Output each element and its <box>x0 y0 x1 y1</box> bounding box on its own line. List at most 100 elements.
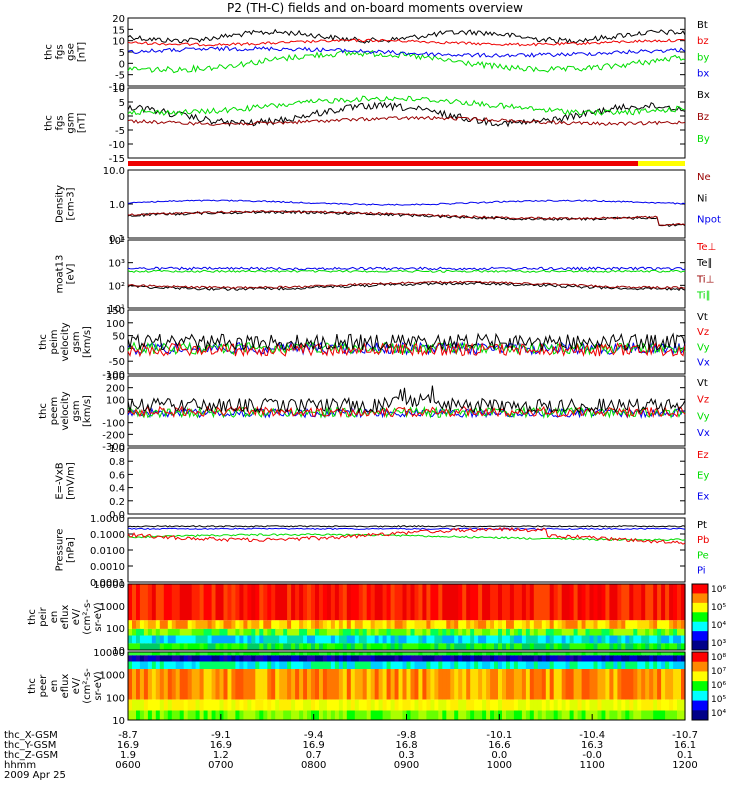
peir-spectrogram-pixel <box>155 643 161 650</box>
ytick-label-fgs_gse: 20 <box>112 14 125 25</box>
peer-spectrogram-pixel <box>330 661 336 669</box>
colorbar-swatch <box>692 640 708 651</box>
peir-spectrogram-pixel <box>187 635 193 644</box>
peir-spectrogram-pixel <box>338 635 344 644</box>
peer-spectrogram-pixel <box>605 710 610 720</box>
peir-spectrogram-pixel <box>295 628 300 636</box>
peer-spectrogram-pixel <box>426 661 431 669</box>
ylabel-peem_vel: peem <box>49 397 60 425</box>
peer-spectrogram-pixel <box>291 652 296 656</box>
peer-spectrogram-pixel <box>199 661 205 669</box>
peer-spectrogram-pixel <box>330 652 336 656</box>
peer-spectrogram-pixel <box>653 669 658 700</box>
peer-spectrogram-pixel <box>374 661 380 669</box>
peer-spectrogram-pixel <box>521 710 527 720</box>
peir-spectrogram-pixel <box>311 635 316 644</box>
peer-spectrogram-pixel <box>545 699 551 711</box>
peir-spectrogram-pixel <box>183 643 189 650</box>
peer-spectrogram-pixel <box>430 699 435 711</box>
peir-spectrogram-pixel <box>498 628 503 636</box>
peer-spectrogram-pixel <box>422 669 427 700</box>
peer-spectrogram-pixel <box>673 699 678 711</box>
peer-spectrogram-pixel <box>179 699 185 711</box>
peir-spectrogram-pixel <box>466 628 471 636</box>
peir-spectrogram-pixel <box>398 584 404 621</box>
peir-spectrogram-pixel <box>398 643 404 650</box>
peir-spectrogram-pixel <box>637 635 642 644</box>
peer-spectrogram-pixel <box>506 652 511 656</box>
peir-spectrogram-pixel <box>358 635 364 644</box>
peir-spectrogram-pixel <box>513 584 519 621</box>
peir-spectrogram-pixel <box>553 584 559 621</box>
legend-temp: Ti∥ <box>696 291 711 302</box>
peer-spectrogram-pixel <box>227 669 233 700</box>
peer-spectrogram-pixel <box>486 655 491 662</box>
peer-spectrogram-pixel <box>665 652 670 656</box>
peer-spectrogram-pixel <box>545 669 551 700</box>
peer-spectrogram-pixel <box>183 655 189 662</box>
peir-spectrogram-pixel <box>295 643 300 650</box>
peer-spectrogram-pixel <box>299 710 304 720</box>
peer-spectrogram-pixel <box>529 699 535 711</box>
peer-spectrogram-pixel <box>267 661 272 669</box>
peir-spectrogram-pixel <box>609 620 614 629</box>
ytick-label-peem_vel: 200 <box>106 384 125 395</box>
peer-spectrogram-pixel <box>203 655 209 662</box>
peir-spectrogram-pixel <box>207 635 213 644</box>
peer-spectrogram-pixel <box>442 655 447 662</box>
peir-spectrogram-pixel <box>621 628 626 636</box>
peer-spectrogram-pixel <box>681 710 686 720</box>
colorbar-swatch <box>692 584 708 594</box>
peer-spectrogram-pixel <box>287 710 292 720</box>
peir-spectrogram-pixel <box>239 635 244 644</box>
peer-spectrogram-pixel <box>398 710 404 720</box>
peer-spectrogram-pixel <box>394 661 400 669</box>
peir-spectrogram-pixel <box>350 635 356 644</box>
peir-spectrogram-pixel <box>669 635 674 644</box>
peer-spectrogram-pixel <box>279 699 284 711</box>
peir-spectrogram-pixel <box>430 635 435 644</box>
peir-spectrogram-pixel <box>386 635 392 644</box>
peer-spectrogram-pixel <box>589 661 595 669</box>
colorbar-frame <box>691 651 709 721</box>
peer-spectrogram-pixel <box>211 661 217 669</box>
peer-spectrogram-pixel <box>159 655 165 662</box>
peer-spectrogram-pixel <box>151 710 157 720</box>
ytick-label-peer: 1000 <box>100 671 125 682</box>
peer-spectrogram-pixel <box>187 710 193 720</box>
peer-spectrogram-pixel <box>139 661 145 669</box>
peir-spectrogram-pixel <box>641 635 646 644</box>
peir-spectrogram-pixel <box>255 643 260 650</box>
peir-spectrogram-pixel <box>625 628 630 636</box>
xaxis-value: 0600 <box>115 760 140 771</box>
peer-spectrogram-pixel <box>557 655 563 662</box>
peir-spectrogram-pixel <box>259 628 264 636</box>
xaxis-value: -10.1 <box>486 730 512 741</box>
peir-spectrogram-pixel <box>502 628 507 636</box>
ytick-label-fgs_gsm: -5 <box>115 126 125 137</box>
peer-spectrogram-pixel <box>533 661 539 669</box>
peir-spectrogram-pixel <box>195 635 201 644</box>
peir-spectrogram-pixel <box>573 643 579 650</box>
peir-spectrogram-pixel <box>267 643 272 650</box>
peir-spectrogram-pixel <box>609 628 614 636</box>
peir-spectrogram-pixel <box>665 635 670 644</box>
peir-spectrogram-pixel <box>366 643 372 650</box>
peer-spectrogram-pixel <box>191 669 197 700</box>
peir-spectrogram-pixel <box>677 635 682 644</box>
peir-spectrogram-pixel <box>231 620 236 629</box>
peer-spectrogram-pixel <box>442 669 447 700</box>
peer-spectrogram-pixel <box>303 652 308 656</box>
peer-spectrogram-pixel <box>155 669 161 700</box>
series-line-Npot <box>127 199 686 206</box>
peir-spectrogram-pixel <box>621 635 626 644</box>
peer-spectrogram-pixel <box>454 710 459 720</box>
peer-spectrogram-pixel <box>498 699 503 711</box>
peer-spectrogram-pixel <box>585 655 591 662</box>
peer-spectrogram-pixel <box>565 655 571 662</box>
peir-spectrogram-pixel <box>462 620 467 629</box>
peer-spectrogram-pixel <box>287 655 292 662</box>
peir-spectrogram-pixel <box>637 643 642 650</box>
peir-spectrogram-pixel <box>629 635 634 644</box>
peer-spectrogram-pixel <box>450 652 455 656</box>
